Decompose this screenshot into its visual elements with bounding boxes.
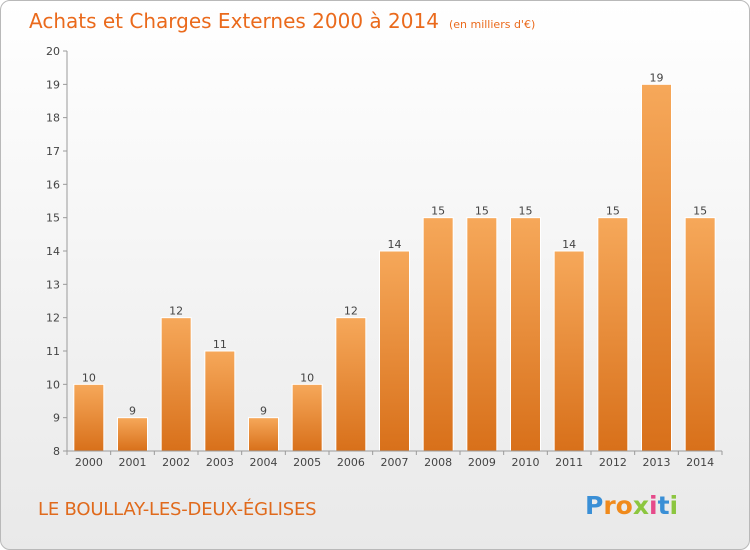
proxiti-logo: Proxiti	[585, 491, 678, 520]
x-tick-label: 2005	[293, 456, 321, 469]
logo-letter: o	[615, 491, 633, 520]
bar-value-label: 12	[169, 305, 183, 318]
bar-value-label: 14	[562, 238, 576, 251]
x-tick-label: 2012	[599, 456, 627, 469]
y-tick-label: 11	[46, 345, 60, 358]
x-tick-label: 2007	[381, 456, 409, 469]
x-tick-label: 2008	[424, 456, 452, 469]
y-tick-label: 15	[46, 212, 60, 225]
bar	[204, 350, 236, 452]
bar-value-label: 10	[300, 371, 314, 384]
y-tick-label: 9	[53, 412, 60, 425]
bar-value-label: 15	[475, 205, 489, 218]
y-tick-label: 14	[46, 245, 60, 258]
logo-letter: t	[657, 491, 670, 520]
bar	[597, 217, 629, 452]
chart-title: Achats et Charges Externes 2000 à 2014 (e…	[29, 9, 535, 33]
y-tick-label: 20	[46, 45, 60, 58]
x-tick-label: 2001	[119, 456, 147, 469]
bar	[422, 217, 454, 452]
y-tick-label: 8	[53, 445, 60, 458]
commune-name: LE BOULLAY-LES-DEUX-ÉGLISES	[38, 499, 317, 520]
bar	[553, 250, 585, 452]
x-tick-label: 2010	[512, 456, 540, 469]
logo-letter: P	[585, 491, 604, 520]
bar-value-label: 15	[431, 205, 445, 218]
bar	[684, 217, 716, 452]
logo-letter: i	[669, 491, 679, 520]
logo-letter: x	[632, 491, 649, 520]
bar	[466, 217, 498, 452]
y-tick-label: 16	[46, 178, 60, 191]
logo-letter: r	[603, 491, 616, 520]
bar-value-label: 9	[260, 405, 267, 418]
bar	[291, 383, 323, 452]
bar-value-label: 10	[82, 371, 96, 384]
labels-group: 10 9 12 11 9 10 12 14 15 15 15 14 15 19 15	[82, 71, 707, 417]
bar	[641, 83, 672, 452]
y-tick-label: 13	[46, 278, 60, 291]
x-tick-label: 2013	[643, 456, 671, 469]
bar	[379, 250, 410, 452]
x-tick-label: 2003	[206, 456, 234, 469]
logo-letter: i	[649, 491, 658, 520]
y-tick-label: 10	[46, 378, 60, 391]
bar	[248, 417, 279, 452]
bar	[335, 317, 367, 452]
axes-group: 8 9 10 11 12 13 14 15 16 17 18 19 20 2000 2001 2002 2003…	[46, 45, 723, 469]
bar-value-label: 19	[650, 71, 664, 84]
bar	[73, 383, 105, 452]
x-tick-label: 2002	[162, 456, 190, 469]
x-tick-label: 2009	[468, 456, 496, 469]
y-tick-label: 17	[46, 145, 60, 158]
title-text: Achats et Charges Externes 2000 à 2014	[29, 9, 439, 33]
x-tick-label: 2014	[686, 456, 714, 469]
bar-value-label: 15	[693, 205, 707, 218]
y-tick-label: 19	[46, 78, 60, 91]
x-tick-label: 2004	[250, 456, 278, 469]
unit-label: (en milliers d'€)	[448, 18, 536, 31]
bar	[510, 217, 541, 452]
bar	[117, 417, 148, 452]
bar	[160, 317, 192, 452]
x-tick-label: 2000	[75, 456, 103, 469]
bar-value-label: 11	[213, 338, 227, 351]
y-tick-label: 18	[46, 112, 60, 125]
bars-group	[73, 83, 716, 452]
bar-value-label: 14	[388, 238, 402, 251]
bar-value-label: 15	[606, 205, 620, 218]
y-tick-label: 12	[46, 312, 60, 325]
x-tick-label: 2011	[555, 456, 583, 469]
bar-value-label: 15	[519, 205, 533, 218]
bar-value-label: 12	[344, 305, 358, 318]
bar-value-label: 9	[129, 405, 136, 418]
x-tick-label: 2006	[337, 456, 365, 469]
